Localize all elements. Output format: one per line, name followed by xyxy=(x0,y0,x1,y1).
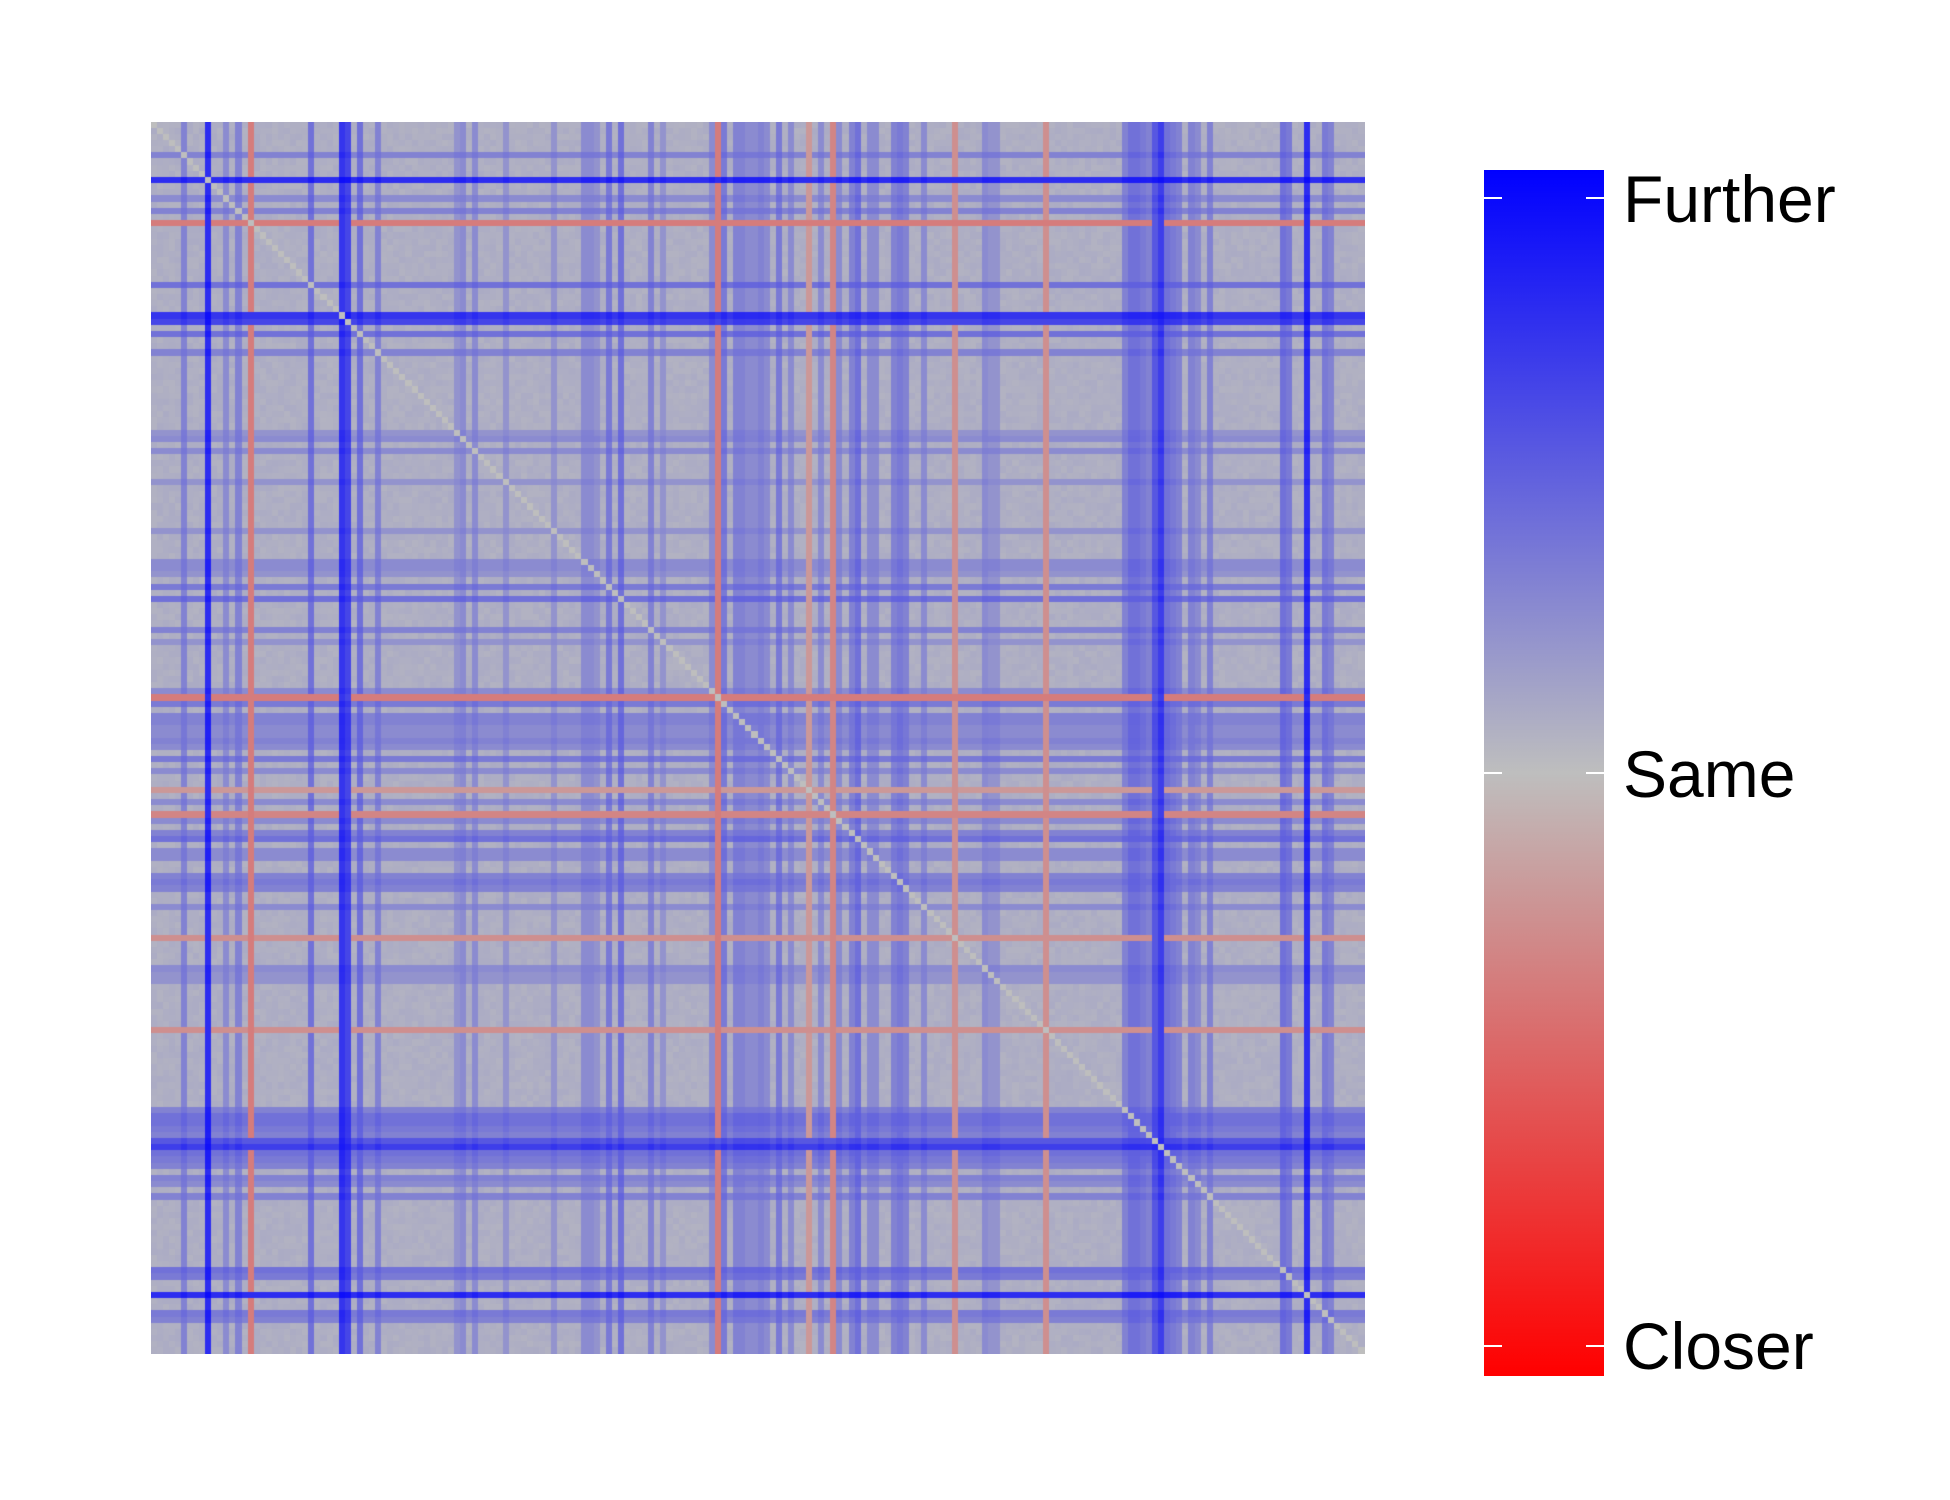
colorbar-tick-further-left xyxy=(1484,197,1502,199)
colorbar-tick-same-right xyxy=(1586,772,1604,774)
colorbar-label-closer: Closer xyxy=(1623,1309,1814,1383)
colorbar-label-further: Further xyxy=(1623,162,1836,236)
colorbar-tick-closer-right xyxy=(1586,1345,1604,1347)
heatmap xyxy=(151,122,1365,1354)
colorbar xyxy=(1484,170,1604,1376)
colorbar-tick-closer-left xyxy=(1484,1345,1502,1347)
colorbar-tick-further-right xyxy=(1586,197,1604,199)
heatmap-matrix xyxy=(151,122,1365,1354)
colorbar-tick-same-left xyxy=(1484,772,1502,774)
colorbar-label-same: Same xyxy=(1623,737,1796,811)
